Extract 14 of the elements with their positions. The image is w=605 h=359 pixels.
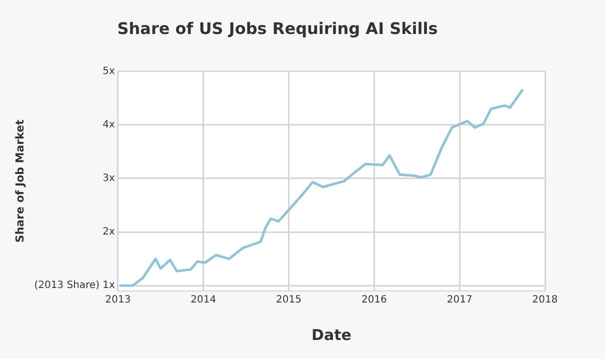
x-tick-label: 2013 xyxy=(105,294,131,306)
y-axis-title: Share of Job Market xyxy=(13,120,26,243)
y-tick-label: (2013 Share) 1x xyxy=(34,280,116,292)
x-axis-title: Date xyxy=(312,326,352,344)
y-tick-label: 5x xyxy=(102,66,116,77)
y-tick-label: 3x xyxy=(102,173,116,184)
x-tick-label: 2015 xyxy=(276,294,302,306)
y-tick-label: 2x xyxy=(102,226,116,238)
chart-title: Share of US Jobs Requiring AI Skills xyxy=(117,18,438,38)
y-tick-label: 4x xyxy=(102,119,116,130)
x-tick-label: 2014 xyxy=(190,294,216,306)
x-tick-label: 2018 xyxy=(532,294,558,306)
x-tick-label: 2017 xyxy=(446,294,472,306)
x-tick-label: 2016 xyxy=(361,294,387,306)
